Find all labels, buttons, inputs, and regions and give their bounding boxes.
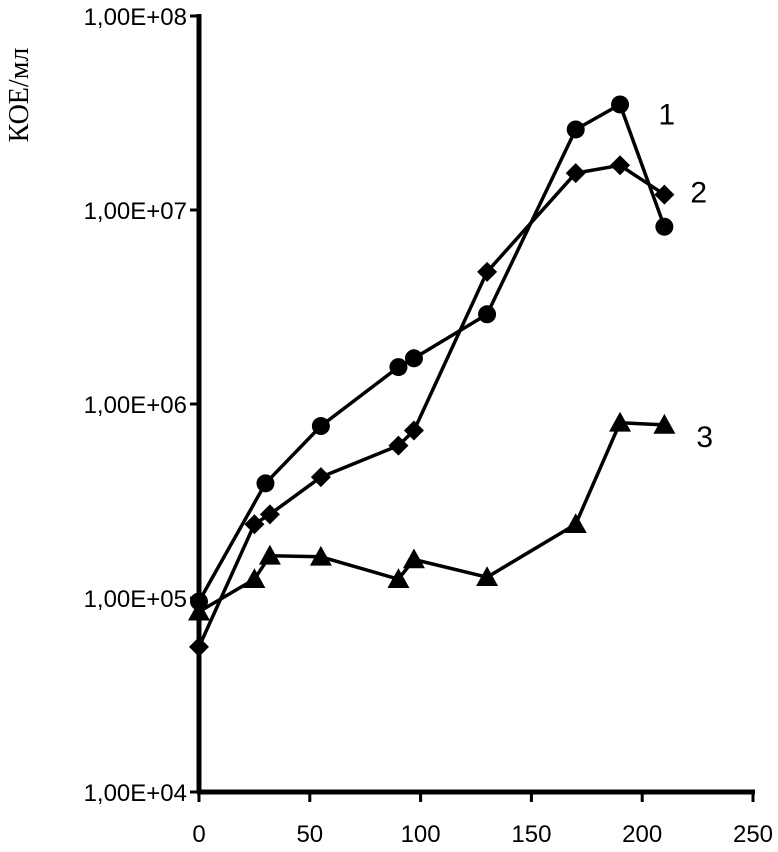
series-label-3: 3: [696, 421, 713, 454]
data-point: [188, 600, 210, 621]
x-tick-label: 0: [192, 821, 205, 848]
data-point: [476, 566, 499, 587]
data-point: [655, 217, 674, 236]
data-point: [244, 514, 265, 535]
y-tick-label: 1,00E+07: [84, 198, 187, 225]
data-point: [243, 568, 266, 588]
data-point: [654, 184, 675, 205]
data-point: [566, 120, 585, 139]
data-point: [611, 95, 630, 114]
data-point: [403, 420, 424, 441]
series-group: [188, 95, 676, 657]
data-point: [258, 544, 281, 565]
data-point: [404, 349, 423, 368]
series-2: [189, 155, 675, 657]
series-label-2: 2: [690, 177, 707, 210]
x-tick-label: 250: [733, 821, 773, 848]
data-point: [388, 435, 409, 456]
data-point: [311, 417, 330, 436]
y-tick-label: 1,00E+06: [84, 392, 187, 419]
data-point: [565, 163, 586, 184]
data-point: [564, 513, 587, 534]
series-labels: 1 2 3: [658, 99, 713, 454]
data-point: [259, 504, 280, 525]
data-point: [389, 358, 408, 377]
data-point: [653, 413, 676, 434]
x-axis: 0 50 100 150 200 250: [192, 789, 773, 848]
series-1: [190, 95, 674, 611]
y-axis: 1,00E+04 1,00E+05 1,00E+06 1,00E+07 1,00E+08: [84, 4, 202, 807]
series-line: [197, 102, 667, 603]
y-tick-label: 1,00E+05: [84, 586, 187, 613]
data-point: [478, 305, 497, 324]
series-line: [197, 163, 666, 648]
x-tick-label: 50: [296, 821, 323, 848]
data-point: [189, 636, 209, 657]
x-tick-label: 100: [401, 821, 441, 848]
data-point: [256, 474, 275, 493]
x-tick-label: 200: [622, 821, 662, 848]
y-axis-title: КОЕ/мл: [4, 48, 35, 143]
data-point: [402, 548, 425, 569]
data-point: [309, 545, 332, 566]
data-point: [477, 261, 498, 282]
data-point: [387, 568, 410, 588]
series-line: [198, 421, 665, 614]
data-point: [609, 411, 632, 432]
data-point: [310, 467, 331, 488]
y-tick-label: 1,00E+08: [84, 4, 187, 31]
series-3: [188, 411, 676, 621]
y-tick-label: 1,00E+04: [84, 780, 187, 807]
x-tick-label: 150: [511, 821, 551, 848]
series-label-1: 1: [658, 99, 675, 132]
data-point: [610, 155, 631, 176]
